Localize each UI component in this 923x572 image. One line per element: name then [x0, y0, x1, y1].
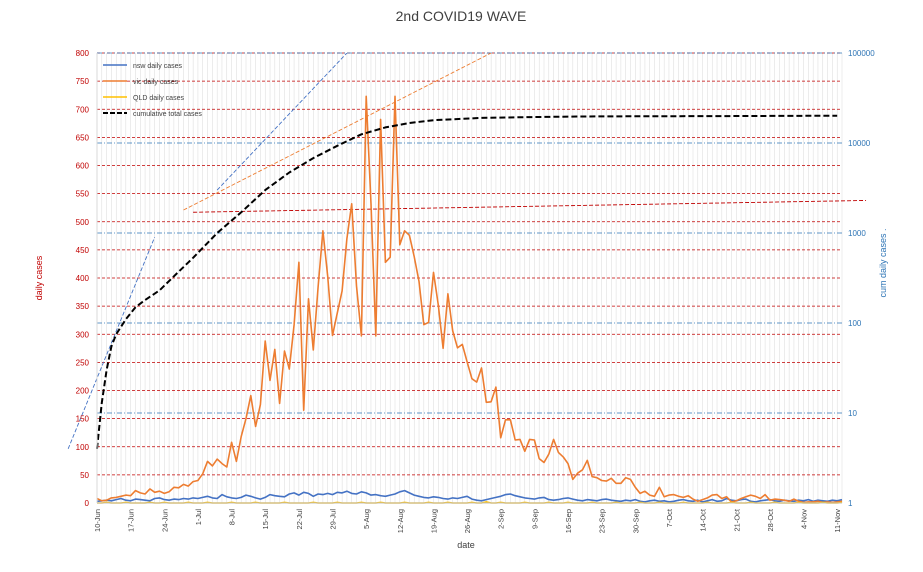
grid	[96, 52, 843, 504]
trendline	[193, 199, 867, 213]
legend-label: vic daily cases	[133, 79, 179, 86]
axes: 0 50 100 150 200 250 300 350 400 450 500 550 600 650 7…	[76, 49, 876, 533]
x-tick-label: 2-Sep	[497, 509, 506, 529]
x-tick-label: 30-Sep	[631, 509, 640, 533]
x-tick-label: 8-Jul	[228, 509, 237, 526]
legend-label: nsw daily cases	[133, 63, 183, 70]
y2-tick-label: 100000	[848, 49, 875, 58]
trendline	[67, 236, 156, 449]
trendline	[183, 53, 492, 211]
y2-tick-label: 100	[848, 319, 862, 328]
series-lines	[96, 95, 843, 504]
y2-tick-label: 10	[848, 409, 857, 418]
vic-daily-cases-line	[96, 95, 843, 504]
x-tick-label: 28-Oct	[766, 508, 775, 531]
y-tick-label: 450	[76, 246, 90, 255]
x-axis-label: date	[457, 540, 475, 550]
y2-axis-label: cum daily cases .	[878, 228, 888, 297]
y-tick-label: 800	[76, 49, 90, 58]
x-tick-label: 24-Jun	[160, 509, 169, 532]
y-tick-label: 150	[76, 415, 90, 424]
y-tick-label: 500	[76, 218, 90, 227]
y-axis-label: daily cases	[34, 255, 44, 300]
y-tick-label: 350	[76, 302, 90, 311]
x-tick-label: 11-Nov	[833, 509, 842, 533]
x-tick-label: 15-Jul	[261, 509, 270, 530]
x-tick-label: 5-Aug	[362, 509, 371, 529]
trendline	[216, 53, 348, 191]
x-tick-label: 14-Oct	[699, 508, 708, 531]
cumulative-total-cases-line	[96, 114, 838, 449]
y2-tick-label: 1000	[848, 229, 866, 238]
y-tick-label: 400	[76, 274, 90, 283]
nsw-daily-cases-line	[96, 489, 843, 503]
y2-tick-label: 1	[848, 499, 853, 508]
y-tick-label: 250	[76, 358, 90, 367]
y-tick-label: 0	[85, 499, 90, 508]
legend: nsw daily cases vic daily cases QLD daily …	[103, 63, 202, 118]
y-tick-label: 200	[76, 387, 90, 396]
y-tick-label: 550	[76, 190, 90, 199]
x-tick-label: 22-Jul	[295, 509, 304, 530]
y-tick-label: 600	[76, 162, 90, 171]
y-tick-label: 50	[80, 471, 89, 480]
y-tick-label: 650	[76, 133, 90, 142]
x-tick-label: 29-Jul	[329, 509, 338, 530]
x-tick-label: 17-Jun	[127, 509, 136, 532]
x-tick-label: 1-Jul	[194, 509, 203, 526]
y-tick-label: 300	[76, 330, 90, 339]
x-tick-label: 26-Aug	[463, 509, 472, 533]
x-tick-label: 21-Oct	[732, 508, 741, 531]
x-tick-label: 12-Aug	[396, 509, 405, 533]
x-tick-label: 9-Sep	[530, 509, 539, 529]
y-tick-label: 100	[76, 443, 90, 452]
x-tick-label: 7-Oct	[665, 508, 674, 527]
x-tick-label: 4-Nov	[800, 509, 809, 529]
chart-title: 2nd COVID19 WAVE	[396, 8, 527, 24]
y-tick-label: 700	[76, 105, 90, 114]
x-tick-label: 23-Sep	[598, 509, 607, 533]
x-tick-label: 19-Aug	[429, 509, 438, 533]
x-tick-label: 10-Jun	[93, 509, 102, 532]
x-tick-label: 16-Sep	[564, 509, 573, 533]
trendlines	[67, 53, 867, 449]
y-tick-label: 750	[76, 77, 90, 86]
y2-tick-label: 10000	[848, 139, 871, 148]
legend-label: cumulative total cases	[133, 111, 202, 118]
legend-label: QLD daily cases	[133, 95, 184, 102]
